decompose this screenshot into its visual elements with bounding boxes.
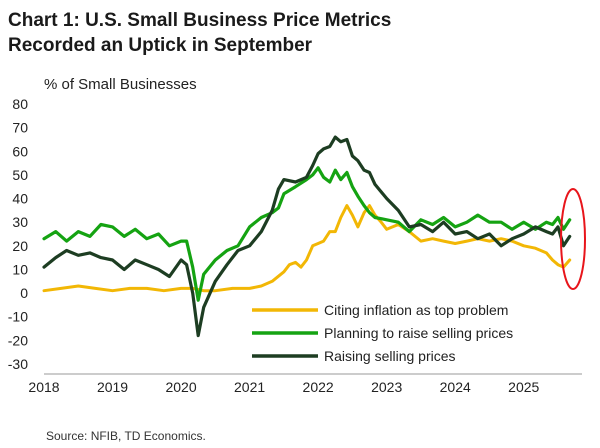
y-tick-label: 40 — [12, 191, 28, 207]
x-tick-label: 2021 — [234, 379, 265, 395]
legend-label-1: Citing inflation as top problem — [324, 302, 508, 318]
y-tick-label: 80 — [12, 96, 28, 112]
y-tick-label: 60 — [12, 143, 28, 159]
x-tick-label: 2022 — [303, 379, 334, 395]
chart-title-line2: Recorded an Uptick in September — [8, 35, 313, 56]
series-line-1 — [42, 204, 572, 293]
legend-label-2: Planning to raise selling prices — [324, 325, 513, 341]
y-axis-label: % of Small Businesses — [44, 76, 197, 93]
y-tick-label: 10 — [12, 261, 28, 277]
y-tick-label: 50 — [12, 167, 28, 183]
x-tick-label: 2023 — [371, 379, 402, 395]
y-tick-label: 20 — [12, 238, 28, 254]
source-note: Source: NFIB, TD Economics. — [46, 429, 206, 443]
legend-label-3: Raising selling prices — [324, 348, 456, 364]
chart-title: Chart 1: U.S. Small Business Price Metri… — [8, 8, 568, 58]
series-line-3 — [42, 135, 572, 338]
x-tick-label: 2019 — [97, 379, 128, 395]
series-line-2 — [42, 166, 572, 302]
chart-title-line1: Chart 1: U.S. Small Business Price Metri… — [8, 10, 392, 31]
y-tick-label: -10 — [8, 309, 28, 325]
y-tick-label: -20 — [8, 332, 28, 348]
x-tick-label: 2025 — [508, 379, 539, 395]
y-tick-label: 70 — [12, 120, 28, 136]
y-tick-label: 0 — [20, 285, 28, 301]
x-tick-label: 2020 — [165, 379, 196, 395]
highlight-ellipse — [560, 188, 586, 290]
y-tick-label: 30 — [12, 214, 28, 230]
x-tick-label: 2018 — [28, 379, 59, 395]
x-tick-label: 2024 — [440, 379, 471, 395]
y-tick-label: -30 — [8, 356, 28, 372]
